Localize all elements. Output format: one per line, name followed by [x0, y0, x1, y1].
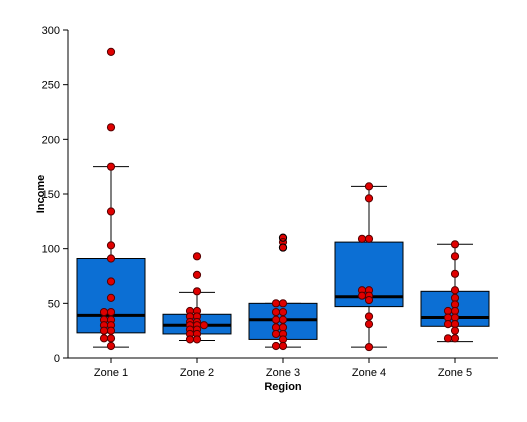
data-point: [364, 320, 374, 329]
x-tick-label: Zone 4: [352, 367, 386, 379]
data-point: [443, 320, 453, 329]
data-point: [106, 241, 116, 250]
x-tick-label: Zone 5: [438, 367, 472, 379]
outlier-marker: [278, 233, 288, 242]
data-point: [106, 254, 116, 263]
data-point: [450, 326, 460, 335]
data-point: [450, 334, 460, 343]
data-point: [271, 299, 281, 308]
outlier-marker: [278, 243, 288, 252]
data-point: [364, 342, 374, 352]
data-point: [450, 269, 460, 278]
data-point: [364, 182, 374, 191]
x-tick-label: Zone 1: [94, 367, 128, 379]
data-point: [364, 312, 374, 321]
data-point: [192, 287, 202, 296]
data-point: [106, 307, 116, 317]
data-point: [278, 315, 288, 324]
axes: 0 50 100 150 200 250 300 Zone 1 Zone 2 Zone 3 Zone…: [42, 25, 498, 379]
data-point: [99, 307, 109, 317]
data-point: [364, 234, 374, 243]
y-axis-title: Income: [35, 175, 47, 214]
data-point: [278, 307, 288, 317]
y-tick-label: 50: [48, 298, 60, 310]
y-tick-label: 250: [42, 80, 60, 92]
data-point: [99, 326, 109, 335]
data-point: [271, 315, 281, 324]
data-point: [185, 335, 195, 344]
data-point: [192, 270, 202, 280]
data-point: [357, 234, 367, 243]
x-tick-label: Zone 2: [180, 367, 214, 379]
data-point: [364, 194, 374, 203]
y-tick-label: 300: [42, 25, 60, 37]
data-point: [271, 341, 281, 351]
data-point: [450, 252, 460, 261]
y-tick-label: 150: [42, 189, 60, 201]
data-point: [199, 321, 209, 330]
data-point: [106, 334, 116, 343]
data-point: [450, 286, 460, 295]
data-point: [278, 341, 288, 351]
data-point: [192, 335, 202, 344]
x-tick-label: Zone 3: [266, 367, 300, 379]
data-point: [443, 334, 453, 343]
data-point: [364, 295, 374, 305]
data-point: [271, 329, 281, 339]
data-point: [271, 307, 281, 317]
data-point: [278, 299, 288, 308]
data-point: [450, 240, 460, 249]
data-point: [106, 47, 116, 56]
data-point: [357, 291, 367, 300]
y-tick-label: 100: [42, 244, 60, 256]
data-point: [106, 207, 116, 216]
data-point: [192, 252, 202, 261]
data-point: [106, 162, 116, 171]
data-point: [106, 326, 116, 335]
data-point: [106, 277, 116, 286]
x-axis-title: Region: [264, 381, 302, 393]
data-point: [99, 334, 109, 343]
data-point: [106, 293, 116, 302]
y-tick-label: 200: [42, 134, 60, 146]
data-points: [99, 47, 460, 352]
y-tick-label: 0: [54, 353, 60, 365]
data-point: [106, 341, 116, 351]
data-point: [106, 123, 116, 132]
